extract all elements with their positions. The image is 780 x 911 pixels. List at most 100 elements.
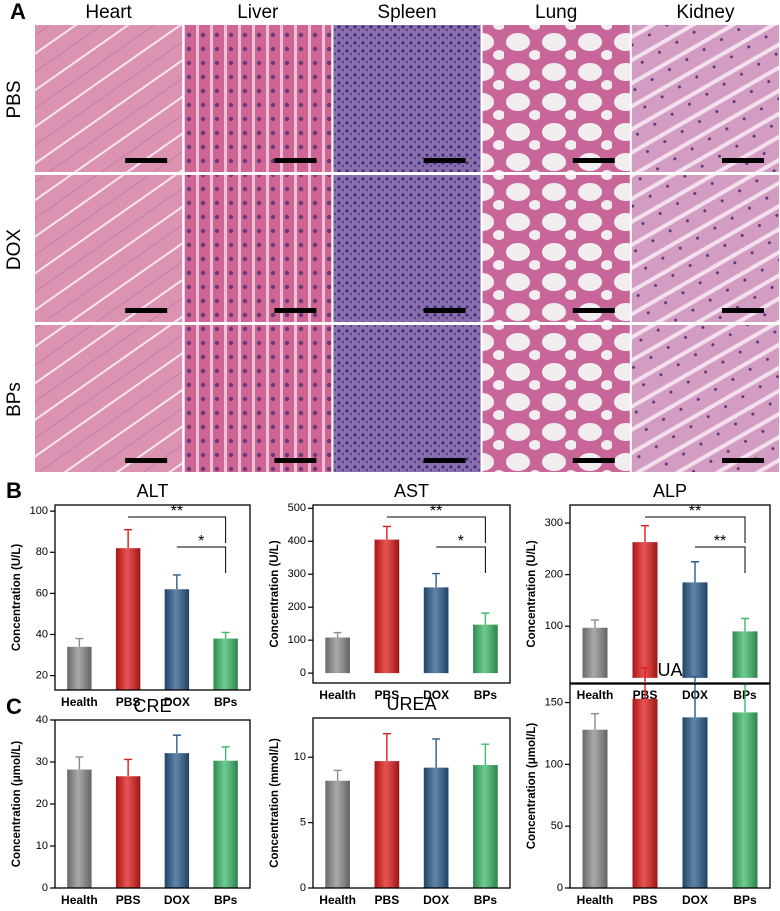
- micrograph: [184, 325, 332, 472]
- scale-bar: [572, 158, 615, 163]
- bar-shade: [582, 627, 608, 678]
- x-tick-label: Health: [319, 893, 356, 907]
- error-bar: [333, 769, 342, 781]
- error-bar: [382, 525, 391, 540]
- y-tick-label: 0: [300, 882, 306, 894]
- panel-label: B: [6, 478, 22, 503]
- error-bar: [172, 734, 181, 754]
- scale-bar: [722, 308, 764, 313]
- plot-frame: [312, 504, 511, 684]
- plot-frame: [54, 504, 251, 691]
- bar-shade: [164, 753, 190, 888]
- scale-bar: [274, 308, 317, 313]
- error-bar: [481, 743, 490, 766]
- y-tick-label: 5: [300, 817, 306, 829]
- group-label: DOX: [4, 229, 25, 271]
- error-bar: [333, 631, 342, 638]
- error-bar: [172, 574, 181, 590]
- x-tick-label: Health: [577, 688, 614, 702]
- error-bar: [641, 524, 649, 543]
- significance-bracket: [695, 546, 746, 573]
- x-tick-label: PBS: [633, 893, 658, 907]
- y-axis-label: Concentration (μmol/L): [11, 741, 23, 868]
- y-tick-label: 50: [551, 820, 563, 832]
- y-tick-label: 40: [36, 628, 48, 640]
- x-tick-label: BPs: [474, 688, 498, 702]
- bar-shade: [423, 587, 449, 674]
- x-tick-label: DOX: [682, 893, 708, 907]
- error-bar: [75, 756, 84, 770]
- error-bar: [221, 746, 230, 761]
- bar-shade: [164, 589, 190, 690]
- x-tick-label: DOX: [423, 893, 449, 907]
- micrograph: [482, 175, 630, 322]
- x-tick-label: BPs: [214, 695, 238, 709]
- plot-frame: [312, 717, 511, 889]
- y-tick-label: 40: [36, 714, 48, 726]
- bar-shade: [632, 542, 658, 678]
- y-tick-label: 0: [42, 882, 48, 894]
- scale-bar: [274, 458, 317, 463]
- micrograph: [333, 325, 481, 472]
- x-tick-label: DOX: [423, 688, 449, 702]
- micrograph: [333, 175, 481, 322]
- plot-frame: [569, 504, 771, 684]
- chart-title: UREA: [386, 694, 436, 714]
- significance-label: *: [458, 533, 464, 550]
- y-tick-label: 30: [36, 756, 48, 768]
- significance-label: *: [198, 533, 204, 550]
- micrograph: [184, 25, 332, 172]
- scale-bar: [125, 158, 168, 163]
- x-tick-label: PBS: [375, 893, 400, 907]
- error-bar: [382, 732, 391, 762]
- panel-label: C: [6, 694, 22, 719]
- x-tick-label: Health: [61, 695, 98, 709]
- x-tick-label: DOX: [164, 695, 190, 709]
- bar-shade: [67, 646, 92, 690]
- x-tick-label: BPs: [733, 893, 757, 907]
- y-axis-label: Concentration (mmol/L): [269, 738, 281, 868]
- y-tick-label: 100: [545, 758, 563, 770]
- scale-bar: [423, 158, 466, 163]
- bar-shade: [115, 776, 141, 888]
- group-label: PBS: [4, 80, 25, 118]
- bar-shade: [213, 638, 238, 690]
- chart-title: ALT: [137, 481, 169, 501]
- x-tick-label: PBS: [116, 893, 141, 907]
- x-tick-label: Health: [319, 688, 356, 702]
- bar-shade: [115, 548, 141, 690]
- y-tick-label: 200: [545, 569, 563, 581]
- scale-bar: [125, 308, 168, 313]
- scale-bar: [423, 458, 466, 463]
- error-bar: [591, 712, 599, 730]
- bar-shade: [582, 729, 608, 888]
- chart-title: CRE: [133, 696, 171, 716]
- y-tick-label: 10: [36, 840, 48, 852]
- scale-bar: [423, 308, 466, 313]
- y-tick-label: 100: [30, 505, 48, 517]
- y-tick-label: 150: [545, 696, 563, 708]
- scale-bar: [572, 458, 615, 463]
- scale-bar: [722, 458, 764, 463]
- organ-header: Spleen: [377, 2, 436, 23]
- error-bar: [432, 738, 441, 768]
- y-tick-label: 200: [288, 601, 306, 613]
- micrograph: [333, 25, 481, 172]
- y-tick-label: 20: [36, 670, 48, 682]
- bar-shade: [374, 761, 400, 888]
- scale-bar: [572, 308, 615, 313]
- micrograph: [482, 325, 630, 472]
- significance-bracket: [645, 516, 746, 543]
- bar-shade: [423, 767, 449, 888]
- error-bar: [481, 612, 490, 625]
- y-tick-label: 300: [545, 517, 563, 529]
- y-axis-label: Concentration (U/L): [269, 540, 281, 647]
- significance-label: **: [689, 503, 701, 520]
- bar-shade: [325, 780, 350, 888]
- bar-shade: [473, 765, 498, 888]
- error-bar: [124, 758, 133, 777]
- bar-shade: [682, 582, 708, 678]
- plot-frame: [54, 719, 251, 889]
- error-bar: [124, 528, 133, 549]
